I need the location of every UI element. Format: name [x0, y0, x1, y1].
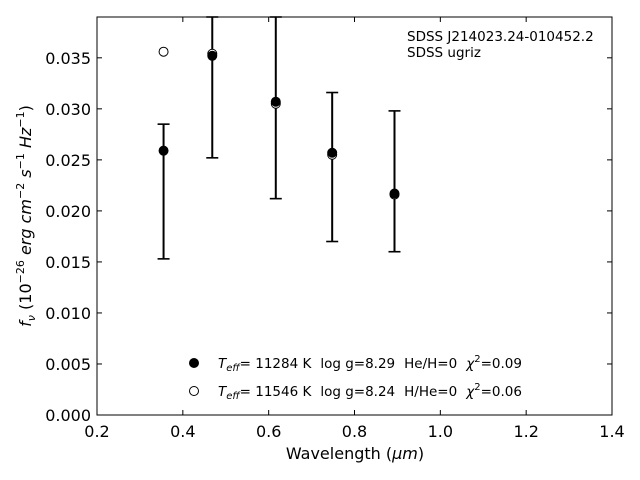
model-point: [158, 46, 169, 57]
legend-marker-filled: [189, 358, 199, 368]
observed-point: [327, 147, 338, 158]
y-tick-label: 0.035: [45, 49, 91, 68]
x-axis-label: Wavelength (μm): [286, 444, 424, 463]
y-tick-label: 0.000: [45, 406, 91, 425]
x-tick-label: 0.8: [342, 422, 367, 441]
data-points: [158, 46, 400, 200]
y-axis-label: fν (10−26 erg cm−2 s−1 Hz−1): [14, 105, 38, 327]
x-tick-label: 0.4: [170, 422, 195, 441]
x-tick-label: 1.0: [428, 422, 453, 441]
plot-area: [97, 17, 612, 415]
x-tick-label: 1.4: [599, 422, 624, 441]
x-tick-label: 1.2: [513, 422, 538, 441]
y-tick-label: 0.015: [45, 253, 91, 272]
annotation-line-1: SDSS J214023.24-010452.2: [407, 29, 594, 45]
y-tick-label: 0.020: [45, 202, 91, 221]
y-tick-label: 0.005: [45, 355, 91, 374]
observed-point: [207, 50, 218, 61]
x-axis-ticks: 0.2 0.4 0.6 0.8 1.0 1.2 1.4: [84, 17, 625, 441]
y-tick-label: 0.025: [45, 151, 91, 170]
y-tick-label: 0.030: [45, 100, 91, 119]
y-tick-label: 0.010: [45, 304, 91, 323]
annotation: SDSS J214023.24-010452.2 SDSS ugriz: [407, 29, 594, 61]
observed-point: [158, 145, 169, 156]
annotation-line-2: SDSS ugriz: [407, 45, 481, 61]
plot-frame: [96, 16, 613, 416]
legend-marker-open: [189, 386, 199, 396]
y-axis-ticks: 0.000 0.005 0.010 0.015 0.020 0.025 0.030 0.035: [45, 49, 612, 425]
observed-point: [270, 96, 281, 107]
x-tick-label: 0.6: [256, 422, 281, 441]
observed-point: [389, 188, 400, 199]
x-tick-label: 0.2: [84, 422, 109, 441]
